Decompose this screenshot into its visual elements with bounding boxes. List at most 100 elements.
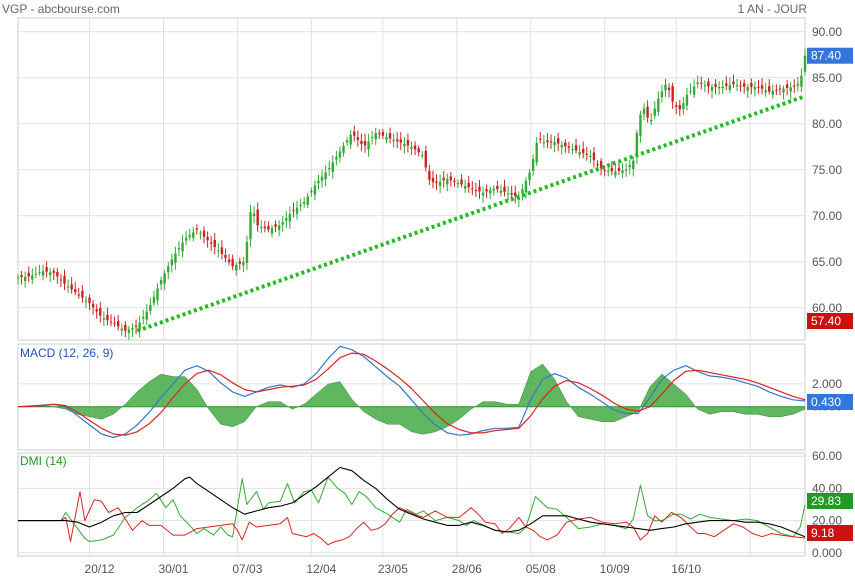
candle-body <box>471 188 474 190</box>
candle-body <box>156 288 159 301</box>
candle-body <box>453 180 456 182</box>
candle-body <box>306 196 309 205</box>
candle-body <box>277 225 281 230</box>
candle-body <box>163 273 166 284</box>
candle-body <box>235 265 238 271</box>
candle-body <box>331 162 334 172</box>
candle-body <box>127 329 131 333</box>
candle-body <box>489 190 492 194</box>
adx-line <box>18 466 806 538</box>
candle-body <box>149 305 152 312</box>
candle-body <box>31 275 34 280</box>
candle-body <box>746 87 749 91</box>
period-label: 1 AN - JOUR <box>737 2 807 16</box>
candle-body <box>539 138 542 140</box>
candle-body <box>446 179 449 185</box>
candle-body <box>299 204 302 206</box>
candle-body <box>106 314 109 321</box>
candle-body <box>281 222 284 225</box>
candle-body <box>760 85 764 89</box>
di-minus-value-badge: 9.18 <box>811 526 835 540</box>
candle-body <box>392 139 395 142</box>
candle-body <box>542 142 546 144</box>
candle-body <box>192 232 195 238</box>
candle-body <box>84 300 88 302</box>
candle-body <box>689 90 692 92</box>
candle-body <box>267 225 270 230</box>
candle-body <box>503 186 506 192</box>
candle-body <box>732 81 735 85</box>
candle-body <box>91 303 95 308</box>
candle-body <box>138 322 141 331</box>
candle-body <box>363 140 367 146</box>
candle-body <box>524 180 528 193</box>
candle-body <box>535 142 538 163</box>
candle-body <box>485 189 488 192</box>
candle-body <box>710 87 714 91</box>
candle-body <box>632 160 635 170</box>
dmi-tick-label: 20.00 <box>812 514 842 528</box>
candle-body <box>546 140 549 143</box>
x-tick-label: 05/08 <box>526 562 556 576</box>
candle-body <box>181 242 184 252</box>
candle-body <box>184 237 188 241</box>
candle-body <box>717 87 721 89</box>
candle-body <box>624 169 628 171</box>
candle-body <box>209 242 213 244</box>
min-price-badge-bg <box>807 313 853 329</box>
candle-body <box>803 55 807 72</box>
price-tick-label: 90.00 <box>812 25 842 39</box>
candle-body <box>245 241 249 263</box>
candle-body <box>410 146 413 149</box>
candle-body <box>167 266 170 273</box>
candle-body <box>685 94 689 106</box>
candle-body <box>88 297 91 304</box>
candle-body <box>478 186 481 192</box>
candle-body <box>370 137 374 139</box>
candle-body <box>614 171 617 176</box>
candle-body <box>263 226 267 229</box>
candle-body <box>696 82 699 84</box>
candle-body <box>646 106 649 118</box>
x-tick-label: 28/06 <box>452 562 482 576</box>
di-minus-value-badge-bg <box>807 525 853 541</box>
candle-body <box>320 176 324 181</box>
candle-body <box>188 235 191 238</box>
candle-body <box>499 190 503 194</box>
candle-body <box>564 142 567 147</box>
candle-body <box>413 145 417 150</box>
candle-body <box>52 270 55 273</box>
candle-body <box>571 149 574 151</box>
candle-body <box>728 85 732 91</box>
candle-body <box>768 86 771 92</box>
macd-histogram <box>17 363 806 435</box>
candle-body <box>592 152 596 161</box>
candle-body <box>295 207 299 214</box>
candle-body <box>131 328 134 330</box>
candle-body <box>317 180 320 184</box>
candle-body <box>567 146 571 148</box>
candle-body <box>349 134 352 145</box>
candle-body <box>692 86 696 95</box>
candle-body <box>589 156 592 157</box>
candle-body <box>621 170 624 174</box>
price-tick-label: 80.00 <box>812 117 842 131</box>
candle-body <box>260 226 263 228</box>
candle-body <box>467 182 470 188</box>
candle-body <box>578 151 581 155</box>
candle-body <box>206 237 209 241</box>
x-tick-label: 07/03 <box>232 562 262 576</box>
candle-body <box>778 88 782 90</box>
candle-body <box>642 108 646 115</box>
candle-body <box>242 262 245 266</box>
macd-signal-line <box>17 352 806 436</box>
candle-body <box>217 250 220 252</box>
candle-body <box>16 277 20 279</box>
panel-frame-1 <box>17 17 806 341</box>
candle-body <box>628 165 631 168</box>
candle-body <box>174 253 177 263</box>
candle-body <box>757 86 760 88</box>
candle-body <box>714 83 717 87</box>
candle-body <box>639 114 642 136</box>
candle-body <box>99 307 102 316</box>
